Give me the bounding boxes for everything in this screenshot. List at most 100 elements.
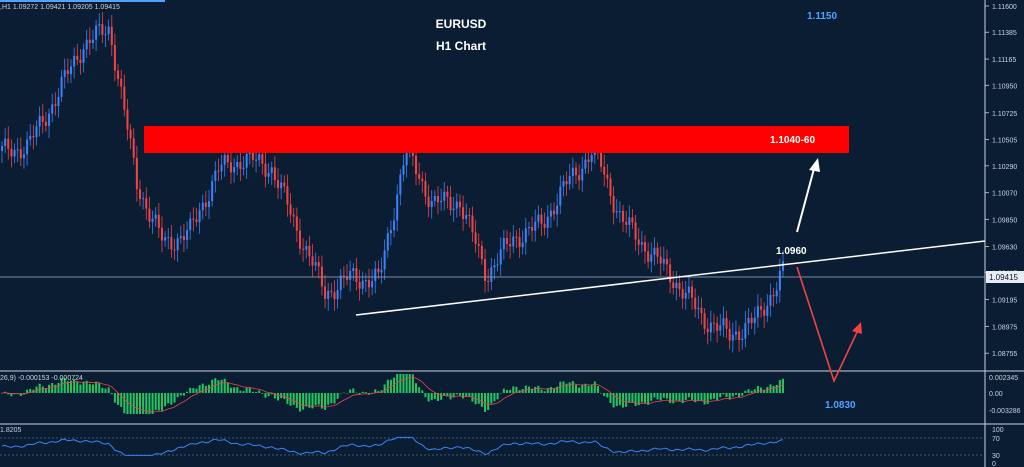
macd-bar	[687, 393, 690, 398]
candle-body	[364, 280, 367, 282]
macd-bar	[537, 385, 540, 393]
macd-bar	[741, 393, 744, 396]
macd-bar	[302, 393, 305, 410]
candle-body	[129, 129, 132, 139]
candle-body	[233, 167, 236, 173]
macd-bar	[587, 385, 590, 393]
macd-bar	[534, 386, 537, 393]
macd-bar	[182, 393, 185, 396]
candle-body	[653, 247, 656, 255]
candle-body	[333, 292, 336, 300]
candle-body	[574, 167, 578, 176]
candle-body	[565, 181, 568, 185]
macd-bar	[465, 393, 468, 397]
price-tick-label: 1.11165	[992, 57, 1016, 64]
candle-body	[446, 191, 449, 197]
candle-body	[302, 248, 305, 250]
macd-bar	[509, 389, 512, 393]
macd-bar	[421, 390, 424, 393]
macd-bar	[308, 393, 311, 408]
macd-bar	[581, 385, 584, 393]
zone-label: 1.1040-60	[770, 135, 815, 146]
candle-body	[556, 205, 559, 215]
candle-body	[430, 200, 433, 208]
candle-body	[625, 221, 628, 225]
macd-bar	[640, 393, 643, 403]
candle-body	[700, 307, 703, 314]
macd-bar	[167, 393, 170, 404]
candle-body	[449, 196, 452, 211]
macd-bar	[415, 383, 418, 393]
macd-bar	[747, 389, 750, 393]
macd-bar	[540, 389, 543, 393]
candle-body	[747, 317, 750, 324]
macd-bar	[223, 378, 226, 393]
candle-body	[389, 230, 392, 234]
macd-bar	[298, 393, 301, 412]
candle-body	[377, 268, 380, 273]
macd-bar	[91, 384, 94, 393]
macd-bar	[753, 389, 756, 393]
macd-bar	[201, 383, 204, 393]
macd-bar	[189, 387, 192, 393]
price-tick-label: 1.10725	[992, 111, 1017, 118]
macd-bar	[700, 393, 703, 401]
macd-bar	[502, 388, 505, 393]
macd-bar	[54, 384, 57, 393]
candle-body	[531, 226, 534, 231]
macd-bar	[480, 393, 483, 407]
macd-bar	[647, 393, 650, 405]
macd-bar	[292, 393, 295, 405]
candle-body	[361, 280, 364, 289]
macd-bar	[440, 393, 443, 400]
candle-body	[480, 245, 483, 260]
macd-bar	[138, 393, 142, 414]
macd-bar	[656, 393, 659, 400]
macd-bar	[0, 393, 4, 394]
candle-body	[220, 164, 223, 172]
macd-bar	[148, 393, 151, 414]
macd-bar	[593, 381, 596, 393]
rsi-tick-70: 70	[992, 436, 1000, 443]
candle-body	[251, 150, 254, 160]
candle-body	[198, 210, 201, 222]
macd-bar	[393, 377, 396, 393]
macd-bar	[295, 393, 298, 408]
macd-bar	[612, 393, 615, 408]
macd-bar	[214, 378, 217, 393]
macd-bar	[775, 384, 778, 393]
candle-body	[229, 162, 232, 173]
macd-bar	[493, 393, 496, 402]
macd-bar	[643, 393, 647, 404]
macd-bar	[176, 393, 179, 398]
price-tick-label: 1.10505	[992, 138, 1017, 145]
candle-body	[763, 309, 766, 316]
macd-bar	[29, 388, 32, 393]
macd-bar	[744, 390, 747, 393]
candle-body	[706, 328, 709, 333]
candle-body	[176, 238, 179, 251]
candle-body	[38, 115, 41, 127]
candle-body	[4, 138, 7, 146]
candle-body	[327, 290, 330, 299]
candles-layer	[0, 12, 785, 353]
macd-bar	[549, 386, 552, 393]
macd-bar	[66, 381, 69, 393]
candle-body	[543, 223, 546, 228]
macd-bar	[405, 374, 408, 393]
macd-bar	[672, 393, 675, 404]
candle-body	[766, 305, 769, 316]
candle-body	[487, 280, 490, 282]
macd-bar	[88, 383, 91, 393]
candle-body	[665, 258, 668, 265]
candle-body	[527, 226, 530, 229]
candle-body	[195, 219, 198, 222]
macd-bar	[132, 393, 135, 414]
candle-body	[324, 286, 327, 299]
candle-body	[342, 275, 345, 277]
upper-target-label: 1.1150	[807, 11, 837, 22]
macd-bar	[386, 379, 389, 393]
macd-bar	[590, 385, 593, 393]
candle-body	[534, 221, 537, 231]
candle-body	[173, 249, 176, 251]
